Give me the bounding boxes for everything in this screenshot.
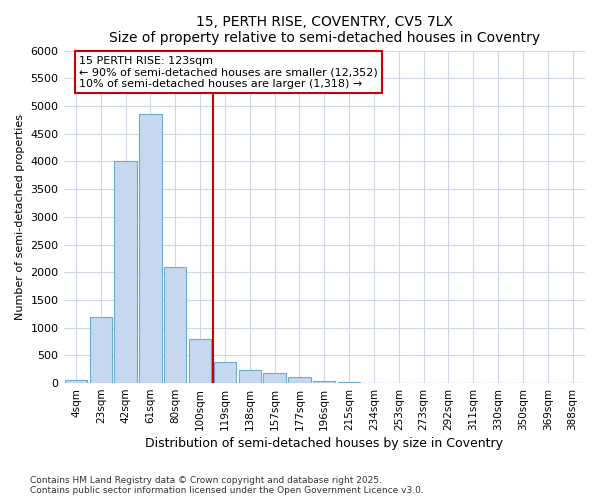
- Bar: [313, 380, 335, 383]
- Bar: [263, 372, 286, 383]
- Y-axis label: Number of semi-detached properties: Number of semi-detached properties: [15, 114, 25, 320]
- Bar: [189, 338, 211, 383]
- Bar: [164, 266, 187, 383]
- Bar: [288, 377, 311, 383]
- Bar: [214, 362, 236, 383]
- X-axis label: Distribution of semi-detached houses by size in Coventry: Distribution of semi-detached houses by …: [145, 437, 503, 450]
- Text: 15 PERTH RISE: 123sqm
← 90% of semi-detached houses are smaller (12,352)
10% of : 15 PERTH RISE: 123sqm ← 90% of semi-deta…: [79, 56, 378, 88]
- Bar: [65, 380, 87, 383]
- Bar: [239, 370, 261, 383]
- Bar: [115, 162, 137, 383]
- Text: Contains HM Land Registry data © Crown copyright and database right 2025.
Contai: Contains HM Land Registry data © Crown c…: [30, 476, 424, 495]
- Bar: [139, 114, 161, 383]
- Bar: [338, 382, 360, 383]
- Title: 15, PERTH RISE, COVENTRY, CV5 7LX
Size of property relative to semi-detached hou: 15, PERTH RISE, COVENTRY, CV5 7LX Size o…: [109, 15, 540, 45]
- Bar: [89, 316, 112, 383]
